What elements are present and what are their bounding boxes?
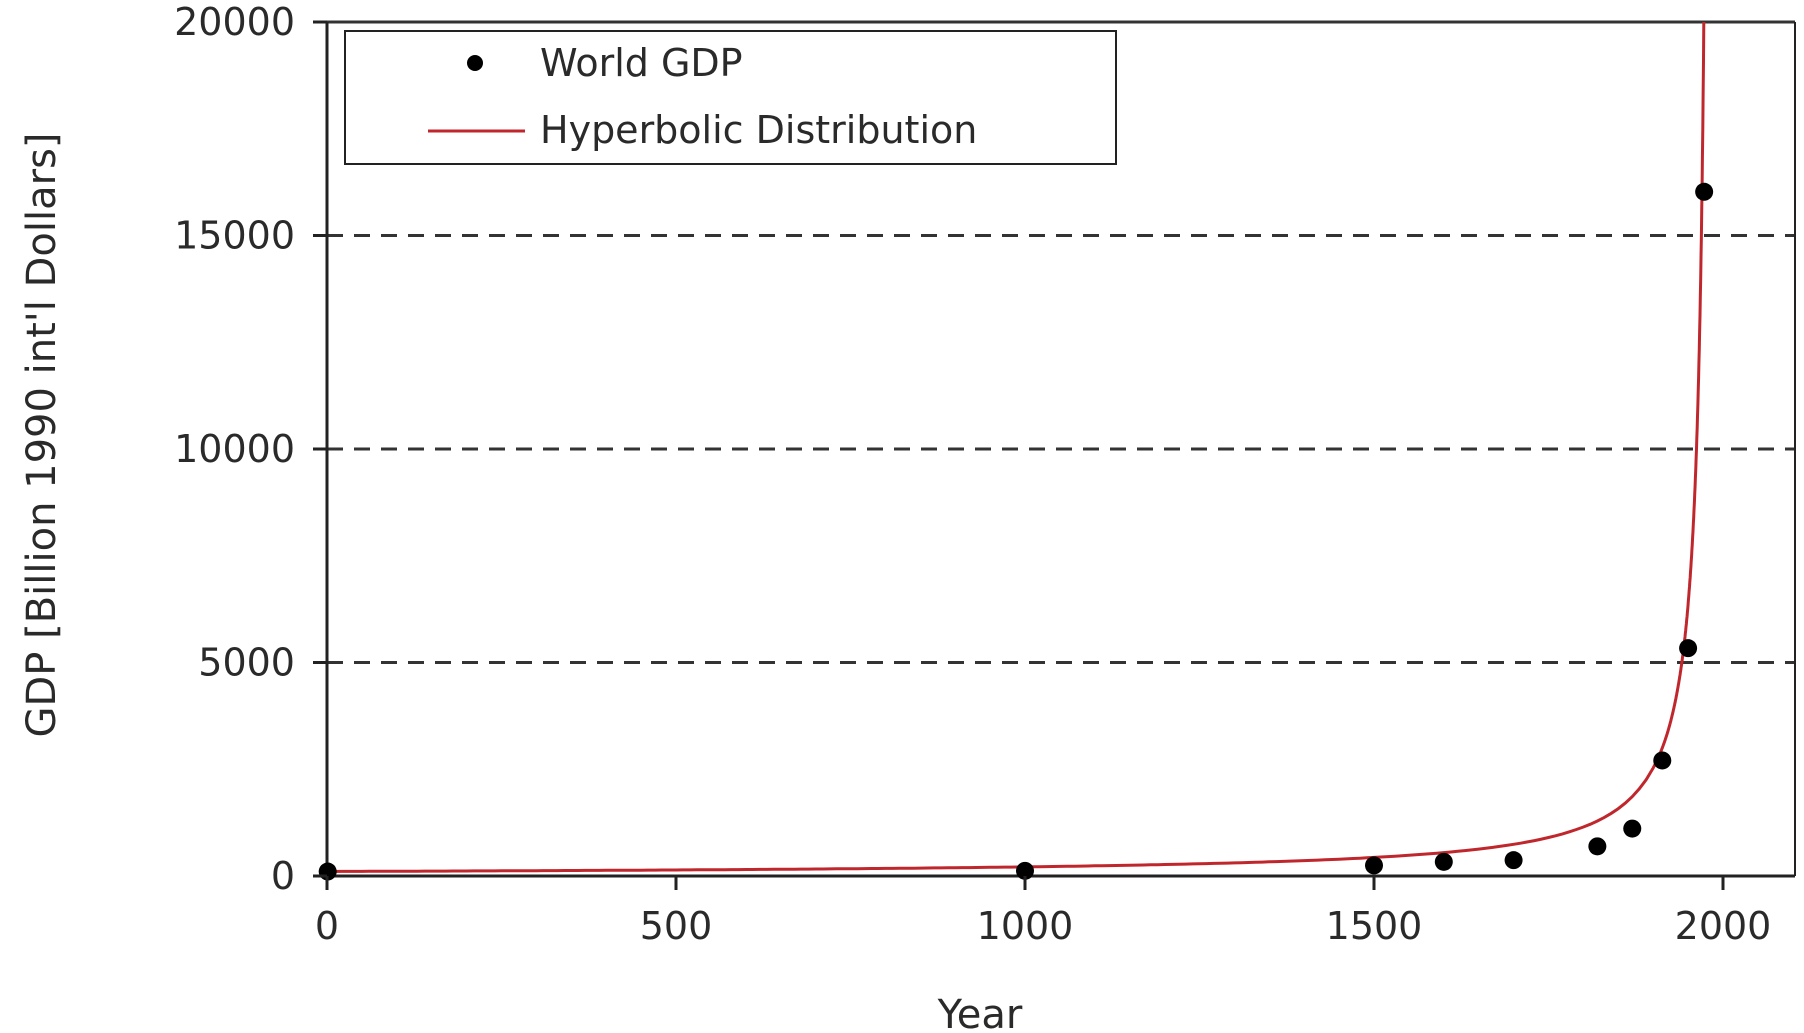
legend: World GDP Hyperbolic Distribution <box>344 30 1117 165</box>
data-point <box>1588 837 1607 856</box>
y-tick-label-10000: 10000 <box>174 427 295 471</box>
data-point <box>1679 639 1698 658</box>
data-point <box>1695 182 1714 201</box>
data-point <box>1016 861 1034 880</box>
data-point <box>1623 819 1642 838</box>
data-point <box>1434 852 1453 871</box>
y-tick-label-5000: 5000 <box>198 641 295 685</box>
y-tick-label-0: 0 <box>271 854 295 898</box>
x-tick-label-1500: 1500 <box>1326 904 1423 948</box>
y-tick-label-20000: 20000 <box>174 0 295 44</box>
data-point <box>1365 856 1383 875</box>
x-tick-label-0: 0 <box>315 904 339 948</box>
legend-marker-world-gdp <box>467 55 483 71</box>
y-axis-title: GDP [Billion 1990 int'l Dollars] <box>19 132 65 737</box>
legend-label-hyperbolic: Hyperbolic Distribution <box>540 108 977 152</box>
legend-box <box>344 30 1117 165</box>
x-tick-label-500: 500 <box>640 904 713 948</box>
ticks-layer: 0 5000 10000 15000 20000 0 500 1000 1500 2000 <box>174 0 1771 948</box>
points-layer <box>318 182 1714 881</box>
legend-label-world-gdp: World GDP <box>540 41 743 85</box>
grid-layer <box>327 20 1795 664</box>
data-point <box>1653 751 1672 770</box>
x-tick-label-1000: 1000 <box>977 904 1074 948</box>
data-point <box>1504 851 1523 870</box>
x-axis-title: Year <box>937 992 1023 1033</box>
y-tick-label-15000: 15000 <box>174 214 295 258</box>
x-tick-label-2000: 2000 <box>1675 904 1772 948</box>
